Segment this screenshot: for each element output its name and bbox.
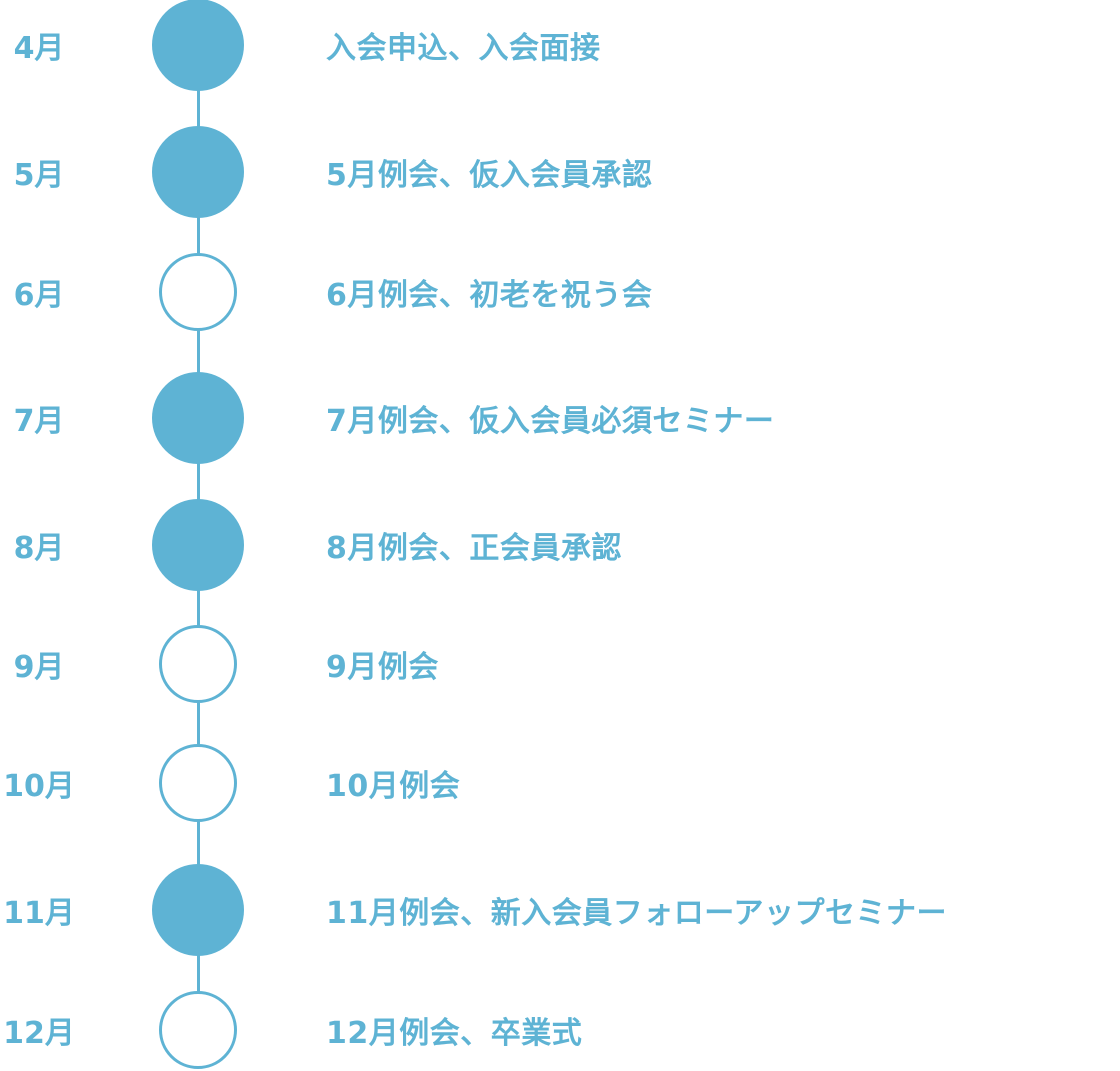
month-label: 7月	[13, 404, 65, 439]
event-label: 9月例会	[326, 650, 439, 685]
event-label: 7月例会、仮入会員必須セミナー	[326, 404, 775, 439]
event-label: 6月例会、初老を祝う会	[326, 278, 653, 313]
filled-circle-marker	[152, 126, 244, 218]
event-label: 5月例会、仮入会員承認	[326, 158, 653, 193]
event-label: 12月例会、卒業式	[326, 1016, 583, 1051]
month-label: 10月	[3, 769, 75, 804]
open-circle-marker	[159, 991, 237, 1069]
filled-circle-marker	[152, 499, 244, 591]
month-label: 6月	[13, 278, 65, 313]
open-circle-marker	[159, 253, 237, 331]
event-label: 入会申込、入会面接	[326, 31, 601, 66]
open-circle-marker	[159, 744, 237, 822]
month-label: 5月	[13, 158, 65, 193]
month-label: 8月	[13, 531, 65, 566]
filled-circle-marker	[152, 864, 244, 956]
month-label: 12月	[3, 1016, 75, 1051]
open-circle-marker	[159, 625, 237, 703]
month-label: 9月	[13, 650, 65, 685]
filled-circle-marker	[152, 0, 244, 91]
event-label: 11月例会、新入会員フォローアップセミナー	[326, 896, 948, 931]
month-label: 4月	[13, 31, 65, 66]
event-label: 8月例会、正会員承認	[326, 531, 622, 566]
event-label: 10月例会	[326, 769, 461, 804]
filled-circle-marker	[152, 372, 244, 464]
month-label: 11月	[3, 896, 75, 931]
